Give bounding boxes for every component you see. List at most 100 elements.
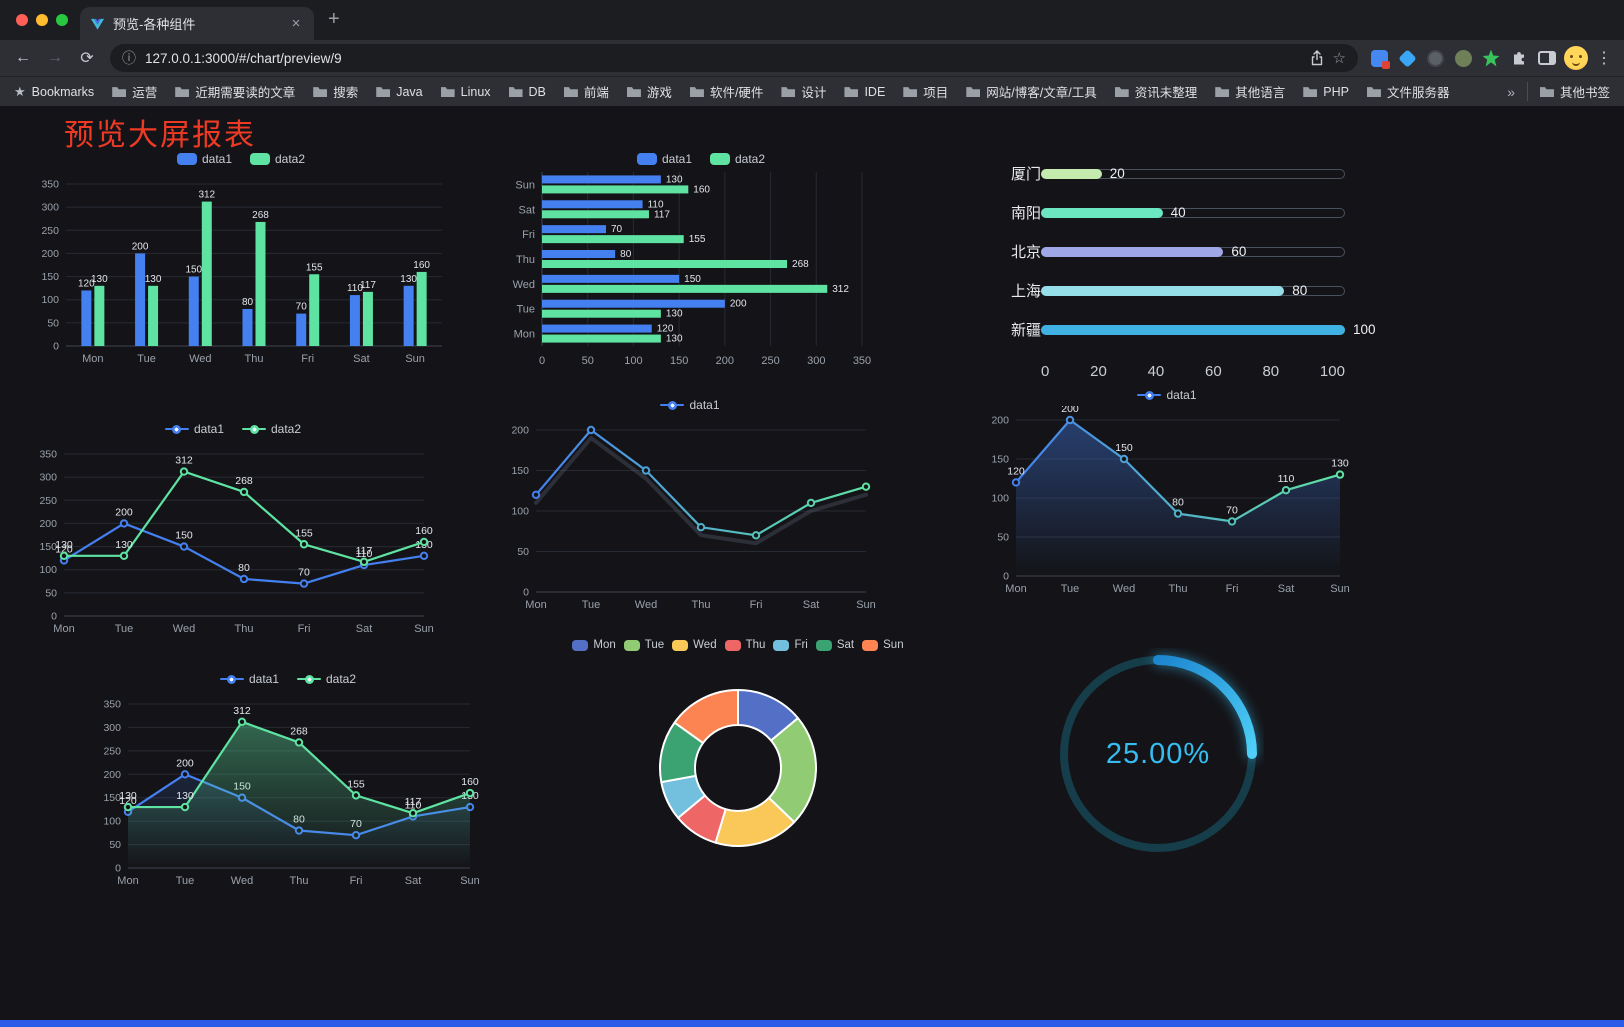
bookmark-item[interactable]: Java — [376, 85, 423, 99]
legend-item-Fri[interactable]: Fri — [773, 639, 808, 651]
share-icon[interactable] — [1310, 50, 1324, 66]
tab-close-icon[interactable]: × — [291, 15, 301, 32]
chart-canvas: 0 50 100 150 200 250 300 350 Mon Tue Wed Thu Fri Sat S… — [103, 699, 479, 888]
extension-icon-1[interactable] — [1368, 47, 1390, 69]
legend-item-data2[interactable]: data2 — [297, 672, 356, 686]
legend-item-data1[interactable]: data1 — [219, 672, 279, 686]
bookmark-item[interactable]: 运营 — [112, 82, 157, 101]
back-button[interactable]: ← — [15, 49, 31, 66]
bookmark-star-icon[interactable]: ☆ — [1332, 50, 1346, 67]
svg-text:100: 100 — [39, 564, 57, 576]
legend-swatch — [773, 639, 790, 651]
legend-item-Mon[interactable]: Mon — [572, 639, 616, 651]
legend-swatch — [862, 639, 879, 651]
side-panel-icon[interactable] — [1536, 47, 1558, 69]
bookmark-item[interactable]: 搜索 — [313, 82, 358, 101]
legend-item-data1[interactable]: data1 — [164, 422, 224, 436]
bookmark-item[interactable]: ★ Bookmarks — [14, 84, 94, 100]
chart-legend: data1 data2 — [30, 148, 452, 170]
profile-avatar[interactable] — [1564, 46, 1588, 70]
svg-text:150: 150 — [1115, 442, 1133, 454]
legend-label: Fri — [794, 639, 808, 651]
legend-item-data1[interactable]: data1 — [176, 152, 232, 166]
svg-text:Sat: Sat — [353, 353, 370, 365]
tab-strip: 预览-各种组件 × + — [0, 0, 1624, 40]
bookmarks-overflow-icon[interactable]: » — [1507, 83, 1515, 100]
svg-text:200: 200 — [39, 518, 57, 530]
folder-icon — [1215, 87, 1230, 97]
svg-text:80: 80 — [1172, 497, 1184, 509]
progress-label: 上海 — [1011, 283, 1042, 300]
svg-text:117: 117 — [405, 796, 422, 808]
footer-accent-bar — [0, 1020, 1624, 1027]
new-tab-button[interactable]: + — [328, 8, 340, 30]
svg-text:150: 150 — [175, 530, 193, 542]
bookmark-label: 项目 — [923, 86, 949, 100]
legend-label: data2 — [271, 422, 302, 436]
extension-icon-2[interactable] — [1396, 47, 1418, 69]
bookmark-item[interactable]: 资讯未整理 — [1114, 82, 1198, 101]
reload-button[interactable]: ⟳ — [80, 50, 94, 67]
browser-tab[interactable]: 预览-各种组件 × — [80, 7, 314, 40]
bookmark-label: 游戏 — [646, 86, 672, 100]
address-bar[interactable]: ⓘ 127.0.0.1:3000/#/chart/preview/9 ☆ — [110, 44, 1358, 72]
url-text[interactable]: 127.0.0.1:3000/#/chart/preview/9 — [145, 50, 342, 66]
forward-button[interactable]: → — [47, 49, 63, 66]
bookmark-item[interactable]: Linux — [440, 85, 491, 99]
site-info-icon[interactable]: ⓘ — [122, 50, 136, 66]
extension-icon-5[interactable] — [1480, 47, 1502, 69]
extension-icon-4[interactable] — [1452, 47, 1474, 69]
legend-item-Sun[interactable]: Sun — [862, 639, 904, 651]
legend-item-data2[interactable]: data2 — [250, 152, 305, 166]
bookmark-item[interactable]: 其他语言 — [1215, 82, 1285, 101]
progress-track: 80 — [1041, 283, 1345, 298]
bookmark-item[interactable]: 软件/硬件 — [689, 82, 763, 101]
bookmark-item[interactable]: 设计 — [781, 82, 826, 101]
svg-text:Tue: Tue — [582, 599, 601, 611]
legend-item-Thu[interactable]: Thu — [724, 639, 765, 651]
bookmark-item[interactable]: 前端 — [563, 82, 609, 101]
legend-item-data1[interactable]: data1 — [1137, 388, 1197, 402]
progress-value: 20 — [1109, 165, 1125, 181]
other-bookmarks-button[interactable]: 其他书签 — [1526, 82, 1610, 101]
legend-item-data2[interactable]: data2 — [242, 422, 301, 436]
legend-item-data1[interactable]: data1 — [660, 398, 720, 412]
svg-text:Thu: Thu — [235, 623, 254, 635]
browser-menu-icon[interactable]: ⋮ — [1596, 50, 1612, 67]
minimize-window-button[interactable] — [36, 14, 48, 26]
extension-icon-3[interactable] — [1424, 47, 1446, 69]
folder-icon — [1303, 87, 1318, 97]
legend-item-data1[interactable]: data1 — [636, 152, 692, 166]
svg-text:Fri: Fri — [750, 599, 763, 611]
bookmark-item[interactable]: 网站/博客/文章/工具 — [966, 82, 1097, 101]
bookmark-item[interactable]: PHP — [1303, 85, 1349, 99]
bookmark-item[interactable]: 项目 — [903, 82, 948, 101]
legend-swatch — [242, 423, 266, 435]
legend-item-Sat[interactable]: Sat — [815, 639, 854, 651]
legend-label: Sun — [883, 639, 904, 651]
close-window-button[interactable] — [16, 14, 28, 26]
bookmark-item[interactable]: 文件服务器 — [1366, 82, 1449, 101]
zoom-window-button[interactable] — [56, 14, 68, 26]
legend-label: Wed — [693, 639, 717, 651]
legend-swatch — [672, 639, 689, 651]
legend-item-data2[interactable]: data2 — [710, 152, 765, 166]
bookmark-item[interactable]: IDE — [844, 85, 885, 99]
chart-canvas: 050100150200250300350Mon120130Tue200130W… — [41, 179, 442, 365]
svg-text:120: 120 — [1007, 465, 1025, 477]
tab-favicon-icon — [90, 16, 105, 31]
chart-canvas: 0 50 100 150 200 250 300 350 Mon Tue Wed Thu Fri Sat S… — [39, 449, 433, 636]
traffic-lights — [16, 14, 68, 26]
bookmark-label: 资讯未整理 — [1134, 86, 1198, 100]
bookmark-item[interactable]: DB — [508, 85, 546, 99]
svg-text:150: 150 — [103, 792, 121, 804]
legend-item-Tue[interactable]: Tue — [623, 639, 664, 651]
legend-swatch — [636, 153, 657, 165]
legend-item-Wed[interactable]: Wed — [672, 639, 717, 651]
bookmark-item[interactable]: 游戏 — [626, 82, 672, 101]
progress-row: 新疆 100 — [985, 310, 1381, 349]
axis-tick: 80 — [1262, 363, 1280, 380]
extensions-puzzle-icon[interactable] — [1508, 47, 1530, 69]
bookmark-item[interactable]: 近期需要读的文章 — [175, 82, 295, 101]
svg-text:110: 110 — [347, 283, 363, 294]
